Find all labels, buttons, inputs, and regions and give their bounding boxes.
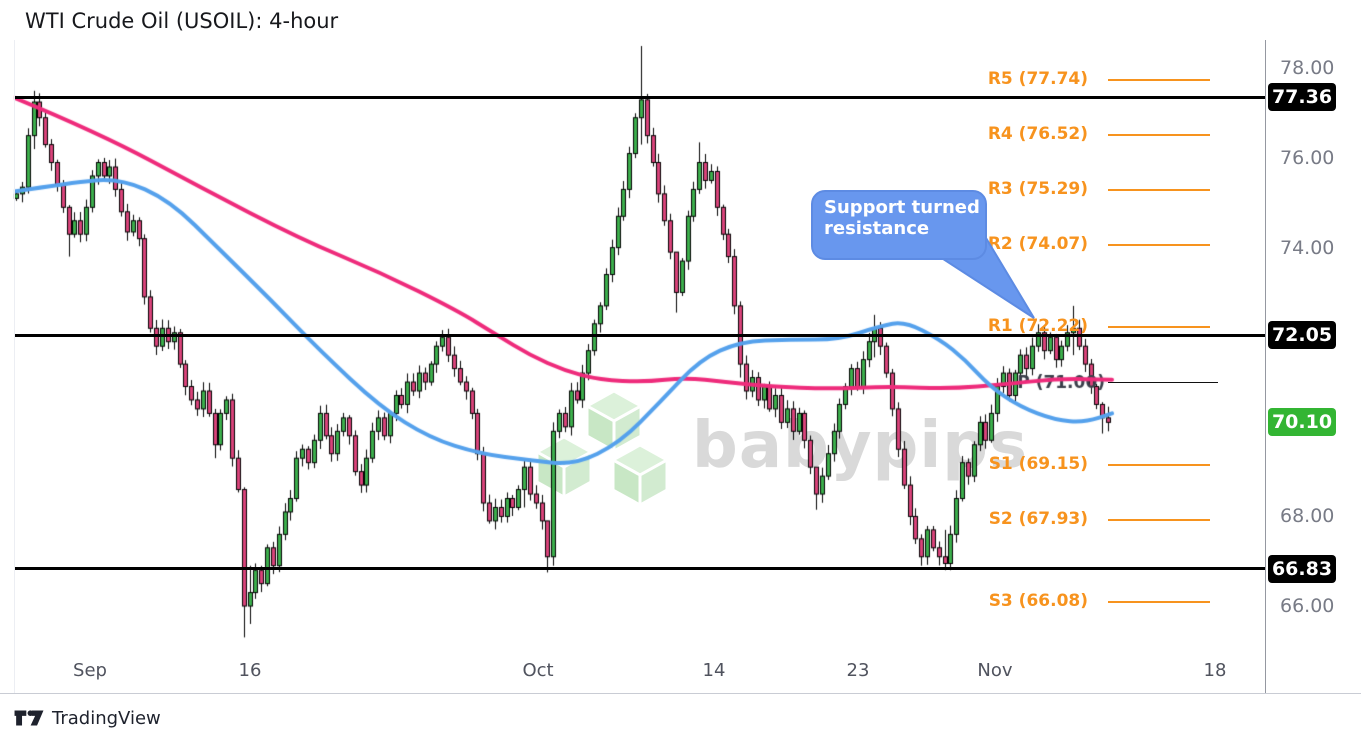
- price-axis-border: [1265, 40, 1266, 693]
- pivot-dash-R2: [1108, 243, 1210, 246]
- y-axis-tick-76.00: 76.00: [1280, 147, 1335, 170]
- x-axis-tick-Sep: Sep: [73, 660, 107, 681]
- last-price-tag: 70.10: [1268, 408, 1336, 437]
- key-level-line-66.83: [14, 567, 1267, 571]
- pivot-dash-R5: [1108, 79, 1210, 82]
- callout-line-1: Support turned: [824, 197, 980, 218]
- y-axis-tick-68.00: 68.00: [1280, 505, 1335, 528]
- pivot-dash-S1: [1108, 463, 1210, 466]
- chart-title: WTI Crude Oil (USOIL): 4-hour: [25, 9, 339, 33]
- x-axis-tick-18: 18: [1203, 660, 1227, 681]
- pivot-dash-S2: [1108, 518, 1210, 521]
- price-axis[interactable]: 77.36 72.05 66.83 70.10 78.00 76.00 74.00 68.00…: [1266, 0, 1361, 750]
- pivot-dash-R1: [1108, 326, 1210, 329]
- pivot-dash-R3: [1108, 188, 1210, 191]
- pivot-label-S2: S2 (67.93): [988, 508, 1088, 529]
- key-level-tag-66.83: 66.83: [1268, 554, 1336, 583]
- pivot-label-R3: R3 (75.29): [987, 178, 1088, 199]
- x-axis-tick-Nov: Nov: [977, 660, 1013, 681]
- plot-left-gridline: [14, 40, 15, 693]
- pivot-label-R5: R5 (77.74): [987, 69, 1088, 90]
- tradingview-logo-text: TradingView: [52, 707, 161, 729]
- pivot-label-R2: R2 (74.07): [987, 233, 1088, 254]
- x-axis-tick-Oct: Oct: [522, 660, 554, 681]
- callout-text: Support turned resistance: [824, 197, 980, 239]
- tradingview-branding[interactable]: TradingView: [14, 707, 161, 729]
- bottom-separator: [0, 693, 1361, 694]
- pivot-label-S3: S3 (66.08): [988, 591, 1088, 612]
- key-level-line-77.36: [14, 95, 1267, 99]
- pivot-label-R4: R4 (76.52): [987, 123, 1088, 144]
- x-axis-tick-14: 14: [702, 660, 726, 681]
- pivot-label-S1: S1 (69.15): [988, 453, 1088, 474]
- pivot-label-R1: R1 (72.22): [987, 316, 1088, 337]
- key-level-tag-77.36: 77.36: [1268, 83, 1336, 112]
- x-axis-tick-16: 16: [238, 660, 262, 681]
- pivot-line-P: [1108, 382, 1218, 383]
- y-axis-tick-78.00: 78.00: [1280, 57, 1335, 80]
- pivot-dash-R4: [1108, 133, 1210, 136]
- x-axis-tick-23: 23: [846, 660, 870, 681]
- support-turned-resistance-callout[interactable]: [800, 180, 1060, 340]
- key-level-line-72.05: [14, 333, 1267, 337]
- key-level-tag-72.05: 72.05: [1268, 321, 1336, 349]
- tradingview-logo-icon: [14, 710, 44, 726]
- y-axis-tick-74.00: 74.00: [1280, 236, 1335, 259]
- callout-line-2: resistance: [824, 218, 930, 239]
- pivot-dash-S3: [1108, 601, 1210, 604]
- y-axis-tick-66.00: 66.00: [1280, 595, 1335, 618]
